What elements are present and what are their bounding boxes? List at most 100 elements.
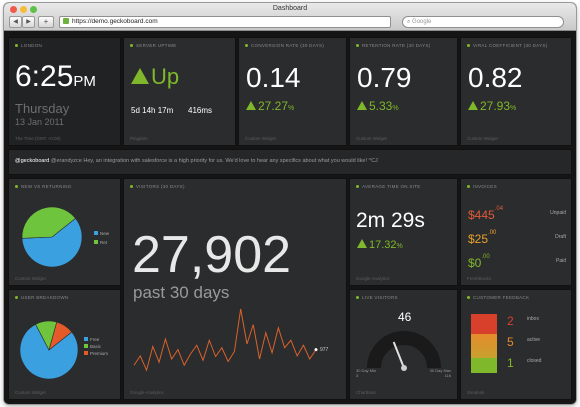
time-on-site-change: 17.32 — [369, 239, 397, 251]
dashboard: London 6:25PM Thursday 13 Jan 2011 The T… — [4, 31, 576, 404]
live-visitors-gauge — [367, 331, 441, 371]
legend-label: Basic — [90, 344, 102, 349]
widget-footer: Chartbeat — [356, 390, 376, 395]
pie-slice-premium — [48, 321, 73, 351]
widget-footer: Google Analytics — [130, 390, 164, 395]
add-bookmark-button[interactable]: + — [38, 16, 54, 28]
search-placeholder: Google — [412, 19, 432, 25]
invoice-amount: $445 — [468, 208, 495, 222]
search-input[interactable]: ⌕ Google — [402, 16, 564, 28]
clock-ampm: PM — [73, 73, 96, 90]
invoice-cents: .00 — [481, 254, 490, 260]
legend-item: Ret — [94, 240, 109, 245]
widget-footer: Custom Widget — [356, 136, 387, 141]
back-arrow-icon: ◀ — [13, 19, 18, 25]
invoice-cents: .04 — [494, 206, 504, 212]
legend-item: New — [94, 231, 109, 236]
live-visitors-value: 46 — [398, 310, 412, 324]
new-vs-returning-pie-chart — [21, 206, 83, 268]
widget-title: Retention rate (30 days) — [356, 43, 431, 48]
legend-item: Premium — [84, 351, 108, 356]
visitors-series-line — [133, 308, 317, 372]
back-button[interactable]: ◀ — [9, 16, 22, 28]
site-favicon-icon — [63, 18, 69, 24]
legend-label: Free — [90, 337, 100, 342]
retention-change: 5.33 — [369, 99, 393, 113]
widget-footer: Zendesk — [467, 390, 485, 395]
invoice-amount: $25 — [468, 232, 489, 246]
feedback-label: closed — [527, 358, 542, 364]
legend-label: New — [100, 231, 110, 236]
invoices-widget: Invoices $445.04 Unpaid $25.00 Draft $0.… — [460, 178, 572, 286]
widget-title: Conversion rate (30 days) — [245, 43, 324, 48]
pie-legend: Free Basic Premium — [84, 337, 108, 356]
gauge-needle — [392, 341, 405, 369]
browser-window: Dashboard ◀ ▶ + https://demo.geckoboard.… — [4, 3, 576, 404]
url-text: https://demo.geckoboard.com — [72, 18, 158, 25]
forward-arrow-icon: ▶ — [26, 19, 31, 25]
feedback-bar — [471, 314, 497, 373]
up-arrow-icon — [131, 68, 149, 84]
feedback-row: 2 inbox — [507, 312, 567, 330]
feedback-row: 1 closed — [507, 354, 567, 372]
widget-footer: Custom Widget — [467, 136, 498, 141]
forward-button[interactable]: ▶ — [22, 16, 35, 28]
legend-swatch — [84, 337, 88, 341]
invoice-row: $445.04 Unpaid — [468, 206, 568, 224]
window-title: Dashboard — [272, 5, 308, 12]
close-window-button[interactable] — [10, 6, 17, 13]
invoice-row: $25.00 Draft — [468, 230, 568, 248]
visitors-last-point — [314, 348, 318, 352]
time-on-site-widget: Average time on site 2m 29s 17.32% Googl… — [349, 178, 458, 286]
visitors-value: 27,902 — [132, 226, 292, 284]
clock-widget: London 6:25PM Thursday 13 Jan 2011 The T… — [8, 37, 121, 146]
tweet-handle[interactable]: @geckoboard — [15, 158, 50, 164]
user-breakdown-widget: User breakdown Free Basic Premium Custom… — [8, 289, 121, 400]
widget-title: London — [15, 43, 42, 48]
widget-title: Customer feedback — [467, 295, 529, 300]
tweet-text: @erandyzce Hey, an integration with sale… — [50, 158, 378, 164]
customer-feedback-widget: Customer feedback 2 inbox 5 active 1 closed… — [460, 289, 572, 400]
widget-footer: Custom Widget — [15, 390, 46, 395]
gauge-max-label: 30 Day Max — [429, 368, 451, 373]
percent-unit: % — [510, 105, 517, 112]
widget-title: Server uptime — [130, 43, 177, 48]
invoice-amount: $0 — [468, 256, 482, 270]
pie-slice-free — [19, 323, 79, 380]
plus-icon: + — [43, 17, 49, 26]
conversion-change-display: 27.27% — [246, 99, 294, 113]
invoice-row: $0.00 Paid — [468, 254, 568, 272]
widget-title: Invoices — [467, 184, 497, 189]
feedback-segment-closed — [471, 358, 497, 373]
visitors-widget: Visitors (30 days) 27,902 past 30 days 9… — [123, 178, 347, 400]
pie-slice-new — [21, 217, 83, 268]
zoom-window-button[interactable] — [30, 6, 37, 13]
feedback-count: 1 — [507, 356, 514, 370]
gauge-max-value: 116 — [444, 373, 451, 378]
legend-label: Ret — [100, 240, 108, 245]
widget-title: New vs returning — [15, 184, 72, 189]
viral-change: 27.93 — [480, 99, 511, 113]
gauge-arc — [367, 331, 441, 369]
time-on-site-change-display: 17.32% — [357, 239, 403, 251]
minimize-window-button[interactable] — [20, 6, 27, 13]
invoice-label: Draft — [555, 234, 566, 240]
uptime-duration: 5d 14h 17m — [131, 106, 174, 115]
widget-footer: Custom Widget — [15, 276, 46, 281]
gauge-min: 30 Day Min 3 — [356, 368, 376, 378]
percent-unit: % — [396, 243, 403, 250]
time-on-site-value: 2m 29s — [356, 209, 425, 232]
percent-unit: % — [288, 105, 295, 112]
visitors-label: past 30 days — [133, 283, 230, 302]
percent-unit: % — [392, 105, 399, 112]
uptime-status: Up — [151, 64, 180, 89]
invoice-cents: .00 — [488, 230, 497, 236]
feedback-segment-inbox — [471, 314, 497, 334]
live-visitors-widget: Live visitors 46 30 Day Min 3 30 Day Max 1… — [349, 289, 458, 400]
feedback-label: active — [527, 337, 541, 343]
viral-change-display: 27.93% — [468, 99, 516, 113]
address-bar[interactable]: https://demo.geckoboard.com — [59, 16, 391, 28]
legend-item: Free — [84, 337, 108, 342]
up-arrow-icon — [357, 101, 367, 110]
search-icon: ⌕ — [407, 19, 411, 25]
